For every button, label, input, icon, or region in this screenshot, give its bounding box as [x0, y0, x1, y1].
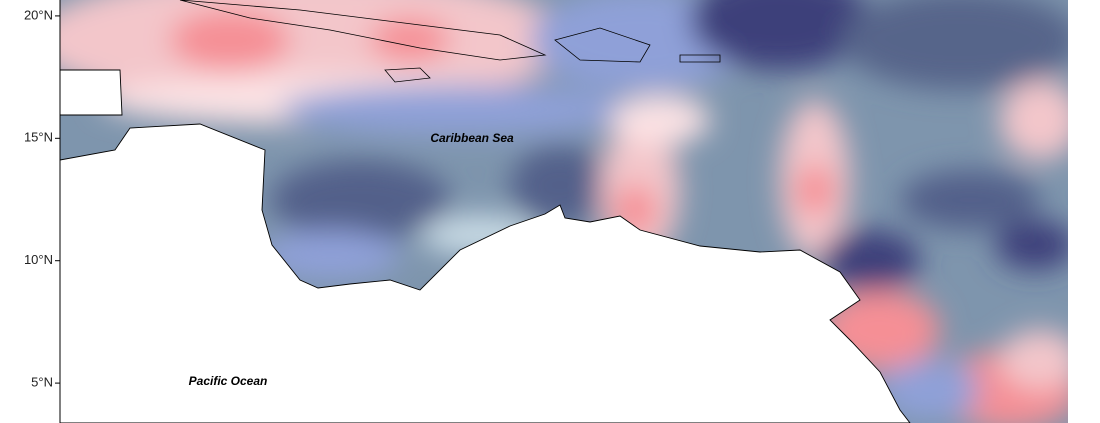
land	[60, 123, 911, 423]
anomaly-field	[60, 0, 1068, 423]
island	[679, 54, 721, 63]
y-tick-label: 10°N	[24, 252, 53, 267]
y-tick-label: 5°N	[31, 375, 53, 390]
island	[384, 67, 431, 83]
land	[60, 69, 123, 116]
sea-label: Caribbean Sea	[430, 131, 514, 145]
island	[179, 0, 547, 61]
margin	[1068, 0, 1100, 423]
y-tick-label: 15°N	[24, 130, 53, 145]
island	[554, 27, 651, 63]
ocean-label: Pacific Ocean	[189, 374, 268, 388]
y-tick-label: 20°N	[24, 7, 53, 22]
